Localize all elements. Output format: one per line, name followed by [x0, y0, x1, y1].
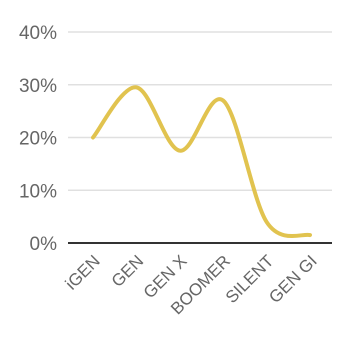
- y-tick-label: 10%: [19, 181, 57, 202]
- y-tick-label: 30%: [19, 76, 57, 97]
- y-tick-label: 40%: [19, 23, 57, 44]
- x-category-label: GEN: [108, 251, 147, 290]
- y-tick-label: 0%: [30, 234, 58, 255]
- x-category-label: GEN GI: [265, 251, 321, 307]
- grid-lines: [68, 31, 332, 244]
- series-line: [91, 85, 312, 239]
- series-layer: [91, 85, 312, 239]
- y-tick-label: 20%: [19, 129, 57, 150]
- y-axis-tick-labels: 0% 10% 20% 30% 40%: [19, 23, 57, 255]
- x-category-label: iGEN: [62, 251, 104, 293]
